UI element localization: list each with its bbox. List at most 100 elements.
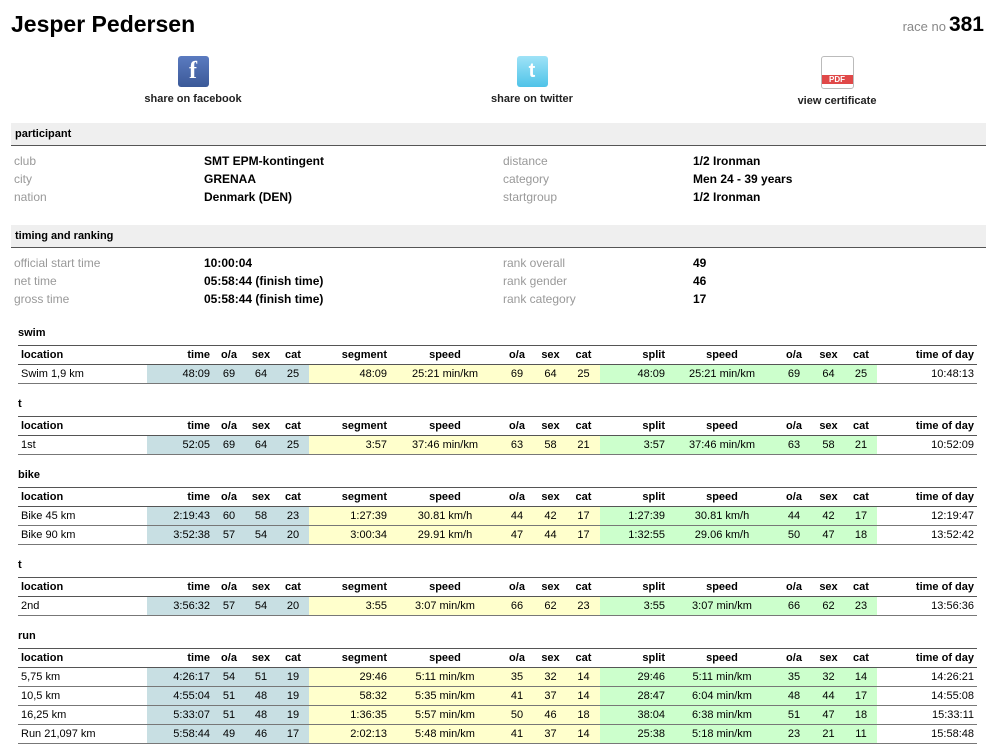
column-header: split	[600, 649, 668, 668]
split-cell: 46	[534, 705, 567, 725]
split-cell: 5:11 min/km	[668, 667, 776, 687]
column-header: cat	[845, 488, 877, 507]
split-title: t	[18, 554, 977, 578]
split-row: Swim 1,9 km 48:09 69 64 25 48:09 25:21 min/km 6…	[18, 364, 977, 384]
split-cell: 30.81 km/h	[390, 506, 500, 526]
split-cell: 14:55:08	[877, 686, 977, 706]
split-cell: 10:52:09	[877, 435, 977, 455]
split-cell: 37	[534, 724, 567, 744]
split-cell: 47	[812, 705, 845, 725]
column-header: cat	[567, 578, 600, 597]
split-cell: 48	[776, 686, 812, 706]
split-cell: 13:56:36	[877, 596, 977, 616]
share-button[interactable]: PDF view certificate	[737, 56, 937, 107]
split-cell: 21	[567, 435, 600, 455]
split-table: location time o/a sex cat segment speed o/a sex c…	[18, 417, 977, 455]
split-cell: 5:48 min/km	[390, 724, 500, 744]
column-header: speed	[668, 346, 776, 365]
split-cell: 17	[277, 724, 309, 744]
column-header: sex	[534, 346, 567, 365]
split-row: Bike 90 km 3:52:38 57 54 20 3:00:34 29.91 km/h…	[18, 525, 977, 545]
split-cell: 29:46	[309, 667, 390, 687]
split-cell: 54	[213, 667, 245, 687]
split-cell: Swim 1,9 km	[18, 364, 147, 384]
column-header: sex	[245, 346, 277, 365]
split-cell: 5:58:44	[147, 724, 213, 744]
column-header: segment	[309, 346, 390, 365]
icon-text: f	[189, 58, 197, 84]
info-row: city GRENAA category Men 24 - 39 years	[11, 170, 986, 188]
split-title: t	[18, 393, 977, 417]
split-cell: 63	[500, 435, 534, 455]
column-header: segment	[309, 417, 390, 436]
split-row: 1st 52:05 69 64 25 3:57 37:46 min/km 63 58 21 3:57…	[18, 435, 977, 455]
header-row: location time o/a sex cat segment speed o/a sex c…	[18, 649, 977, 668]
split-cell: 37	[534, 686, 567, 706]
split-cell: 32	[534, 667, 567, 687]
split-table: location time o/a sex cat segment speed o/a sex c…	[18, 488, 977, 545]
split-cell: 18	[567, 705, 600, 725]
share-label: view certificate	[797, 95, 877, 107]
split-cell: 44	[776, 506, 812, 526]
column-header: split	[600, 346, 668, 365]
split-cell: 13:52:42	[877, 525, 977, 545]
column-header: speed	[390, 417, 500, 436]
split-cell: 58	[245, 506, 277, 526]
info-label: gross time	[14, 292, 70, 306]
split-cell: 57	[213, 596, 245, 616]
column-header: o/a	[500, 417, 534, 436]
share-label: share on twitter	[491, 93, 573, 105]
split-cell: 38:04	[600, 705, 668, 725]
split-cell: 18	[845, 525, 877, 545]
split-cell: 42	[534, 506, 567, 526]
split-cell: 23	[567, 596, 600, 616]
split-cell: 17	[567, 506, 600, 526]
column-header: time of day	[877, 578, 977, 597]
split-title: swim	[18, 322, 977, 346]
split-table: location time o/a sex cat segment speed o/a sex c…	[18, 578, 977, 616]
split-cell: 1:32:55	[600, 525, 668, 545]
share-button[interactable]: t share on twitter	[432, 56, 632, 105]
share-icon: t	[516, 56, 548, 87]
info-label: city	[14, 172, 32, 186]
column-header: location	[18, 488, 147, 507]
split-cell: 51	[213, 705, 245, 725]
column-header: time	[147, 417, 213, 436]
split-cell: 14	[567, 667, 600, 687]
share-button[interactable]: f share on facebook	[93, 56, 293, 105]
column-header: split	[600, 417, 668, 436]
info-value: 1/2 Ironman	[693, 190, 761, 204]
column-header: speed	[390, 649, 500, 668]
split-cell: 62	[812, 596, 845, 616]
info-label: rank overall	[503, 256, 566, 270]
split-cell: 69	[500, 364, 534, 384]
split-cell: 17	[845, 506, 877, 526]
column-header: o/a	[213, 488, 245, 507]
split-cell: 44	[500, 506, 534, 526]
column-header: o/a	[500, 649, 534, 668]
info-label: category	[503, 172, 550, 186]
split-cell: 48:09	[147, 364, 213, 384]
split-cell: 1:36:35	[309, 705, 390, 725]
column-header: o/a	[213, 417, 245, 436]
race-number: race no 381	[903, 13, 984, 37]
split-cell: 69	[213, 364, 245, 384]
column-header: o/a	[213, 578, 245, 597]
split-row: Bike 45 km 2:19:43 60 58 23 1:27:39 30.81 km/h…	[18, 506, 977, 526]
column-header: time of day	[877, 346, 977, 365]
column-header: time of day	[877, 649, 977, 668]
split-cell: 58:32	[309, 686, 390, 706]
column-header: cat	[845, 417, 877, 436]
info-value: 10:00:04	[204, 256, 253, 270]
split-cell: Run 21,097 km	[18, 724, 147, 744]
column-header: speed	[668, 578, 776, 597]
split-title: run	[18, 625, 977, 649]
info-label: official start time	[14, 256, 101, 270]
info-value: GRENAA	[204, 172, 257, 186]
race-no: 381	[948, 13, 984, 36]
info-row: gross time 05:58:44 (finish time) rank cat…	[11, 290, 986, 308]
split-cell: 6:38 min/km	[668, 705, 776, 725]
split-cell: 10:48:13	[877, 364, 977, 384]
header-row: location time o/a sex cat segment speed o/a sex c…	[18, 488, 977, 507]
split-cell: 69	[213, 435, 245, 455]
